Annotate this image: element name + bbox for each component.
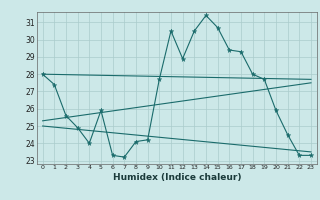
X-axis label: Humidex (Indice chaleur): Humidex (Indice chaleur) — [113, 173, 241, 182]
